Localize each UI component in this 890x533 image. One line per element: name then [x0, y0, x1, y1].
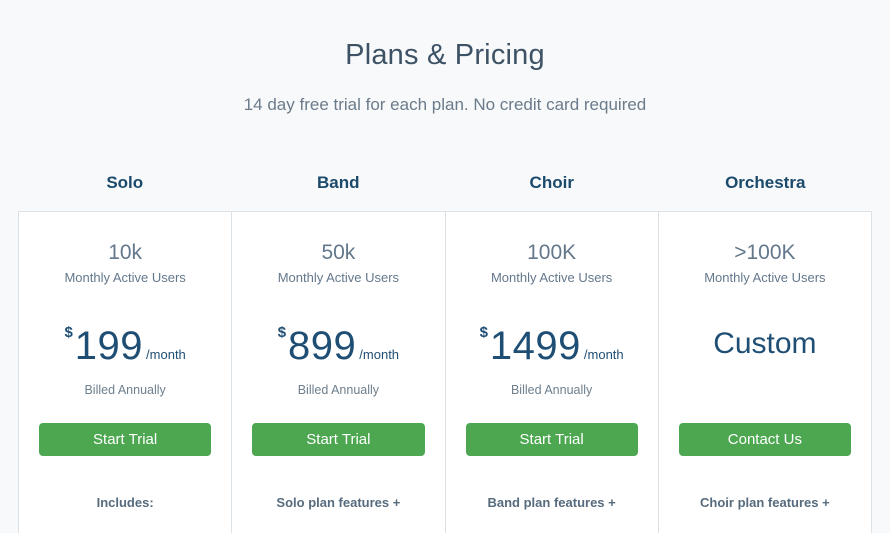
mau-value: 10k — [108, 241, 143, 265]
mau-label: Monthly Active Users — [277, 270, 400, 286]
plan-name-band: Band — [317, 173, 360, 193]
price-amount: 899 — [288, 324, 357, 369]
features-label: Solo plan features + — [276, 495, 401, 511]
contact-us-button-orchestra[interactable]: Contact Us — [678, 423, 851, 457]
plan-card-solo: 10k Monthly Active Users $199/month Bill… — [18, 211, 233, 533]
plan-card-band: 50k Monthly Active Users $899/month Bill… — [231, 211, 446, 533]
features-label: Band plan features + — [487, 495, 616, 511]
price-line: $199/month — [39, 312, 211, 376]
billing-note: Billed Annually — [297, 383, 380, 398]
page-title: Plans & Pricing — [345, 39, 545, 71]
mau-value: >100K — [734, 241, 796, 265]
page-header: Plans & Pricing 14 day free trial for ea… — [0, 0, 890, 115]
plan-name-orchestra: Orchestra — [725, 173, 806, 193]
price-period: /month — [359, 347, 400, 363]
price-block: Custom — [679, 312, 851, 375]
price-period: /month — [146, 347, 186, 363]
features-label: Choir plan features + — [700, 495, 830, 511]
mau-label: Monthly Active Users — [64, 270, 186, 286]
price-block: $1499/month Billed Annually — [466, 312, 638, 397]
start-trial-button-choir[interactable]: Start Trial — [465, 423, 638, 457]
price-amount: 199 — [74, 324, 144, 369]
price-block: $899/month Billed Annually — [252, 312, 424, 397]
price-period: /month — [583, 347, 624, 363]
start-trial-button-band[interactable]: Start Trial — [252, 423, 425, 457]
mau-label: Monthly Active Users — [704, 270, 826, 286]
page-subtitle: 14 day free trial for each plan. No cred… — [243, 95, 647, 115]
custom-price: Custom — [713, 327, 817, 361]
plan-card-orchestra: >100K Monthly Active Users Custom Contac… — [657, 211, 872, 533]
features-label: Includes: — [96, 495, 154, 511]
mau-label: Monthly Active Users — [490, 270, 613, 286]
plan-names-row: Solo Band Choir Orchestra — [18, 173, 872, 193]
mau-value: 50k — [321, 241, 356, 265]
price-amount: 1499 — [489, 324, 581, 369]
plan-cards-row: 10k Monthly Active Users $199/month Bill… — [18, 211, 872, 533]
price-line: $1499/month — [466, 312, 638, 376]
currency-symbol: $ — [479, 324, 488, 342]
plan-card-choir: 100K Monthly Active Users $1499/month Bi… — [444, 211, 659, 533]
mau-value: 100K — [527, 241, 577, 265]
start-trial-button-solo[interactable]: Start Trial — [39, 423, 212, 457]
currency-symbol: $ — [277, 324, 287, 342]
plan-name-choir: Choir — [529, 173, 574, 193]
currency-symbol: $ — [64, 324, 73, 342]
price-block: $199/month Billed Annually — [39, 312, 211, 397]
price-line: $899/month — [252, 312, 424, 376]
billing-note: Billed Annually — [84, 383, 166, 398]
billing-note: Billed Annually — [510, 383, 593, 398]
plan-name-solo: Solo — [106, 173, 144, 193]
